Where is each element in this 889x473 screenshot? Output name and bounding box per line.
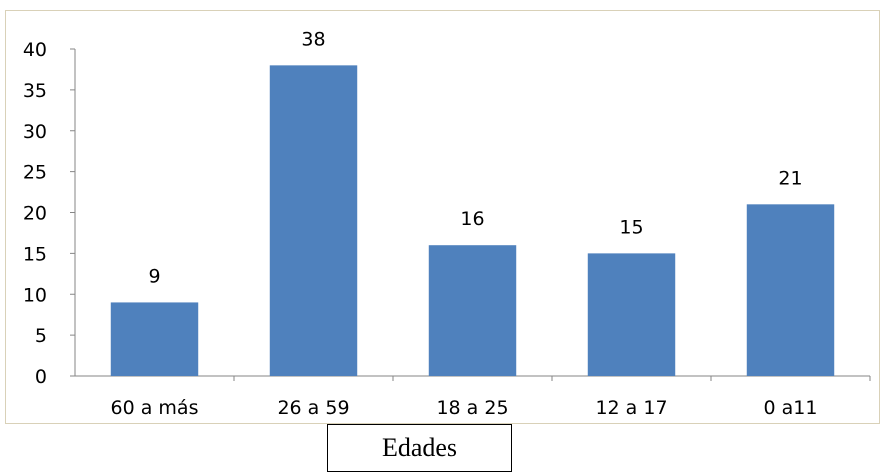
x-axis-title: Edades (327, 424, 512, 472)
bar (110, 302, 199, 376)
data-label: 38 (301, 28, 325, 50)
y-tick-label: 10 (23, 284, 47, 306)
y-tick-label: 0 (35, 366, 47, 388)
y-tick-label: 5 (35, 325, 47, 347)
x-tick-label: 60 a más (111, 397, 199, 419)
y-tick-label: 25 (23, 162, 47, 184)
bar (746, 204, 835, 376)
y-tick-label: 30 (23, 121, 47, 143)
x-tick-label: 12 a 17 (595, 397, 667, 419)
data-label: 9 (148, 265, 160, 287)
y-tick-label: 35 (23, 80, 47, 102)
y-tick-label: 20 (23, 203, 47, 225)
x-tick-label: 18 a 25 (436, 397, 508, 419)
x-tick-label: 26 a 59 (277, 397, 349, 419)
x-tick-label: 0 a11 (764, 397, 818, 419)
data-label: 16 (460, 208, 484, 230)
y-tick-label: 15 (23, 243, 47, 265)
bar (428, 245, 517, 376)
y-tick-label: 40 (23, 39, 47, 61)
data-label: 21 (778, 167, 802, 189)
data-label: 15 (619, 216, 643, 238)
bar (587, 253, 676, 376)
bar (269, 65, 358, 376)
